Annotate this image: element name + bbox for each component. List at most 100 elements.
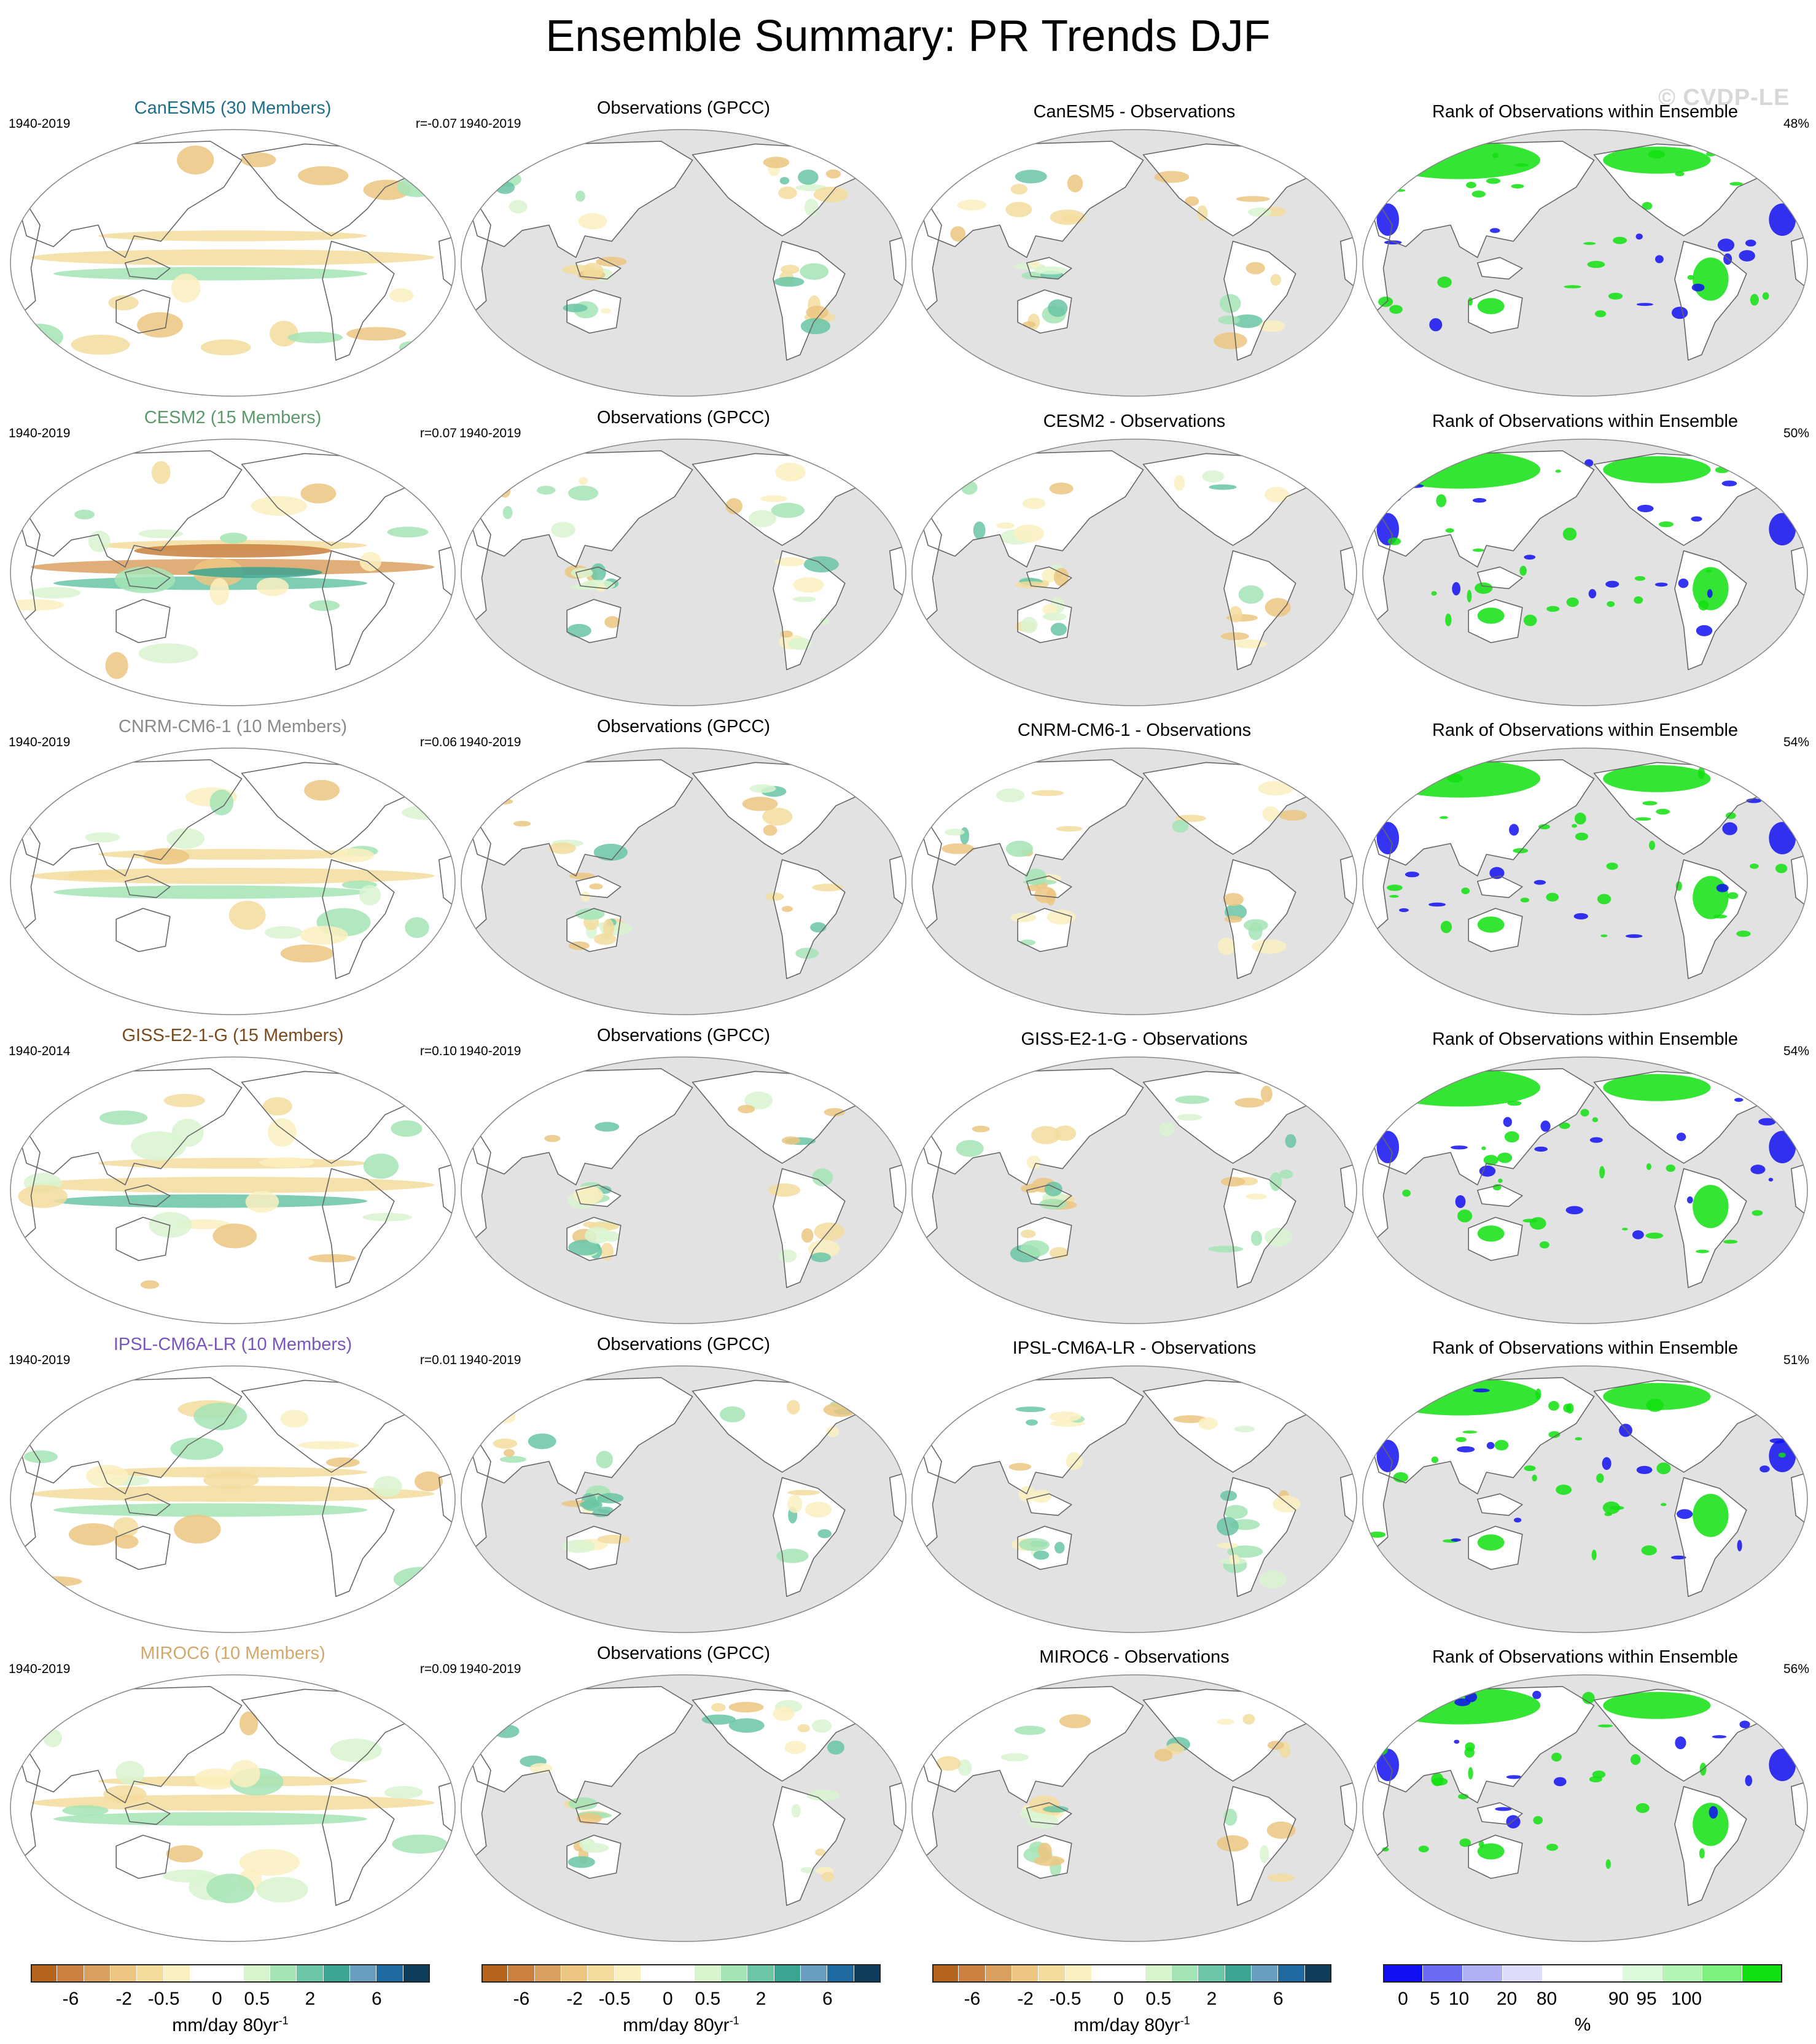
south-america-coastline (1223, 241, 1296, 361)
rank-cell (1455, 1195, 1466, 1208)
trend-patch (259, 1157, 315, 1168)
rank-high-australia (1477, 607, 1505, 624)
rank-cell (1671, 306, 1688, 319)
panel-title: CanESM5 (30 Members) (134, 98, 332, 118)
period-label: 1940-2019 (459, 426, 521, 440)
rank-cell (1605, 1859, 1611, 1869)
rank-cell (1632, 1230, 1644, 1239)
difference-panel: GISS-E2-1-G - Observations (910, 1024, 1358, 1332)
difference-patch (1259, 1570, 1287, 1589)
rank-cell (1596, 1473, 1604, 1483)
rank-cell (1472, 497, 1487, 503)
observed-trend-patch (579, 477, 588, 485)
colorbar-swatch (323, 1964, 350, 1983)
maritime-asia-coastline (1477, 875, 1523, 899)
colorbar-swatch (614, 1964, 641, 1983)
rank-cell (1399, 908, 1409, 913)
difference-patch (1270, 274, 1282, 286)
trend-patch (308, 1254, 356, 1263)
rank-cell (1529, 1217, 1546, 1230)
rank-cell (1546, 1843, 1558, 1851)
rank-panel: Rank of Observations within Ensemble 54% (1361, 716, 1809, 1023)
difference-patch (1217, 1542, 1238, 1549)
difference-patch (941, 843, 975, 854)
rank-cell (1775, 864, 1788, 873)
rank-cell (1778, 1453, 1786, 1458)
difference-patch (1056, 825, 1083, 832)
difference-patch (1224, 1505, 1248, 1519)
rank-cell (1762, 292, 1769, 300)
observed-trend-patch (778, 186, 797, 200)
rank-panel: Rank of Observations within Ensemble 50% (1361, 407, 1809, 714)
maritime-asia-coastline (1026, 1184, 1072, 1207)
trend-patch (113, 1517, 139, 1538)
rank-low-east (1769, 1131, 1796, 1163)
observed-trend-patch (787, 1489, 820, 1496)
trend-patch (212, 1223, 257, 1249)
trend-patch (20, 1576, 82, 1587)
rank-cell (1572, 824, 1577, 828)
observed-trend-patch (780, 630, 793, 638)
observed-trend-patch (603, 918, 615, 938)
rank-high-north-america (1603, 765, 1711, 792)
panel-title: CanESM5 - Observations (1033, 102, 1236, 122)
rank-cell (1392, 1704, 1406, 1712)
north-america-land (692, 1380, 872, 1472)
panel-title: MIROC6 - Observations (1039, 1647, 1230, 1667)
south-america-coastline (1223, 550, 1296, 671)
rank-cell (1431, 1456, 1439, 1464)
observed-trend-patch (575, 908, 605, 920)
trend-patch (245, 1191, 279, 1213)
south-america-land (1675, 859, 1747, 979)
trend-patch (268, 1118, 297, 1147)
observed-trend-patch (774, 276, 805, 287)
rank-low-east (1769, 1749, 1796, 1781)
rank-cell (1584, 459, 1594, 467)
australia-coastline (115, 1217, 171, 1262)
world-map (1362, 1365, 1808, 1633)
colorbar-swatch (1463, 1964, 1503, 1983)
greenland-land (1746, 757, 1783, 784)
panel-title: GISS-E2-1-G - Observations (1021, 1029, 1248, 1049)
observed-trend-patch (787, 1495, 803, 1513)
greenland-coastline (1295, 138, 1333, 166)
south-america-coastline (322, 1786, 395, 1906)
observed-trend-patch (825, 169, 841, 179)
south-america-coastline (1223, 859, 1296, 980)
rank-cell (1539, 1241, 1549, 1249)
difference-patch (1245, 262, 1265, 275)
difference-patch (1172, 819, 1189, 833)
cesm2-wet-band (188, 567, 322, 578)
trend-patch (163, 1094, 205, 1107)
world-map (911, 129, 1357, 397)
rank-cell (1429, 318, 1443, 332)
observed-trend-patch (493, 1438, 518, 1449)
difference-patch (1242, 1714, 1255, 1725)
rank-cell (1768, 1177, 1774, 1182)
trend-patch (149, 1212, 192, 1238)
trend-patch (359, 884, 381, 906)
observed-trend-patch (594, 1121, 620, 1132)
observed-trend-patch (827, 1740, 844, 1755)
rank-cell (1440, 816, 1449, 819)
difference-patch (1015, 1406, 1046, 1413)
trend-patch (399, 158, 429, 177)
rank-cell (1592, 1770, 1606, 1779)
world-map (10, 1365, 456, 1633)
australia-coastline (566, 289, 622, 334)
australia-coastline (115, 599, 171, 644)
rank-cell (1745, 1775, 1753, 1787)
australia-coastline (566, 1526, 622, 1570)
greenland-coastline (844, 138, 882, 166)
rank-cell (1533, 1816, 1543, 1825)
maritime-asia-coastline (1477, 1802, 1523, 1825)
colorbar-swatch (1225, 1964, 1252, 1983)
period-label: 1940-2014 (9, 1044, 71, 1058)
rank-cell (1451, 1538, 1461, 1542)
colorbar-swatch (1583, 1964, 1623, 1983)
south-america-coastline (773, 1168, 846, 1289)
colorbar-tick-label: 0.5 (244, 1989, 270, 2009)
difference-patch (1049, 482, 1074, 495)
rank-cell (1717, 238, 1735, 252)
rank-cell (1553, 1777, 1567, 1787)
